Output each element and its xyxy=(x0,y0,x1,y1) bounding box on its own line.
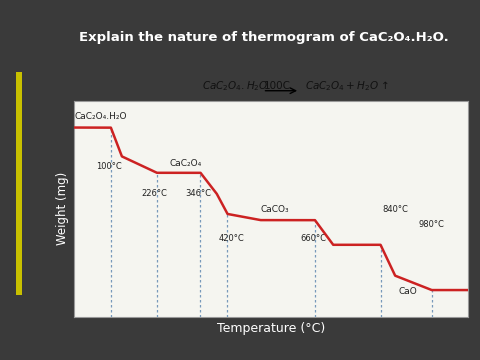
X-axis label: Temperature (°C): Temperature (°C) xyxy=(217,322,325,336)
Text: CaC₂O₄: CaC₂O₄ xyxy=(169,159,202,168)
Text: 226°C: 226°C xyxy=(142,189,168,198)
Text: 100°C: 100°C xyxy=(96,162,122,171)
Text: CaO: CaO xyxy=(399,287,418,296)
Text: CaCO₃: CaCO₃ xyxy=(260,205,289,214)
Text: $\mathit{CaC_2O_4 . H_2O}$: $\mathit{CaC_2O_4 . H_2O}$ xyxy=(202,80,268,93)
Text: 840°C: 840°C xyxy=(383,205,408,214)
Y-axis label: Weight (mg): Weight (mg) xyxy=(56,172,69,246)
Text: 346°C: 346°C xyxy=(186,189,212,198)
Text: 100C: 100C xyxy=(264,81,291,91)
Text: $\mathit{CaC_2O_4 + H_2O}$ ↑: $\mathit{CaC_2O_4 + H_2O}$ ↑ xyxy=(305,80,389,93)
Text: Explain the nature of thermogram of CaC₂O₄.H₂O.: Explain the nature of thermogram of CaC₂… xyxy=(79,31,449,44)
Text: 660°C: 660°C xyxy=(300,234,326,243)
Text: 980°C: 980°C xyxy=(419,220,444,229)
Text: CaC₂O₄.H₂O: CaC₂O₄.H₂O xyxy=(74,112,127,121)
Text: 420°C: 420°C xyxy=(218,234,244,243)
